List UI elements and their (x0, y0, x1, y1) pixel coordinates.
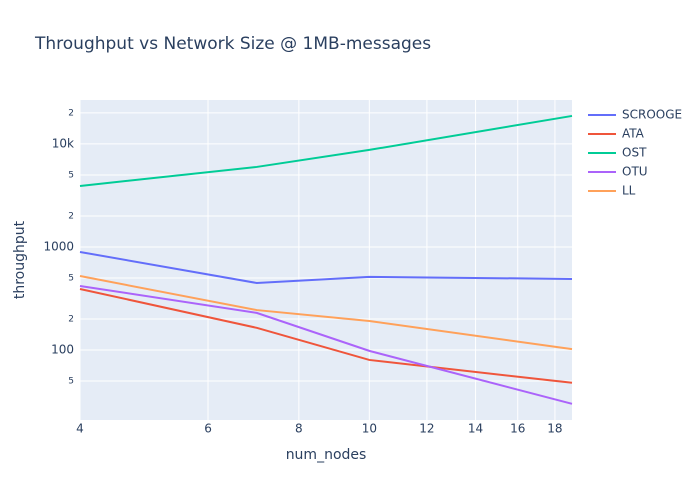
chart-title: Throughput vs Network Size @ 1MB-message… (34, 34, 431, 54)
plot-background (80, 100, 572, 420)
legend-label: LL (622, 184, 636, 198)
series-line (79, 275, 573, 351)
x-tick-label: 18 (547, 422, 562, 436)
legend-label: SCROOGE (622, 108, 682, 122)
x-tick-label: 6 (204, 422, 212, 436)
legend-label: OST (622, 146, 647, 160)
y-tick-label: 5 (68, 376, 74, 386)
y-tick-label: 1000 (43, 239, 74, 253)
series-line (79, 250, 573, 284)
legend-label: OTU (622, 165, 648, 179)
x-axis-title: num_nodes (286, 447, 367, 463)
x-tick-label: 4 (76, 422, 84, 436)
y-axis-title: throughput (12, 220, 28, 299)
x-tick-label: 10 (362, 422, 377, 436)
y-tick-label: 2 (68, 108, 74, 118)
series-line (79, 287, 573, 384)
x-tick-label: 12 (419, 422, 434, 436)
y-tick-label: 10k (52, 136, 74, 150)
legend-label: ATA (622, 127, 645, 141)
y-tick-label: 2 (68, 211, 74, 221)
y-tick-label: 5 (68, 170, 74, 180)
x-tick-label: 16 (510, 422, 525, 436)
y-tick-label: 2 (68, 314, 74, 324)
series-line (79, 284, 573, 405)
x-tick-label: 14 (468, 422, 483, 436)
y-tick-label: 100 (51, 342, 74, 356)
y-tick-label: 5 (68, 273, 74, 283)
series-line (79, 114, 573, 187)
x-tick-label: 8 (295, 422, 303, 436)
